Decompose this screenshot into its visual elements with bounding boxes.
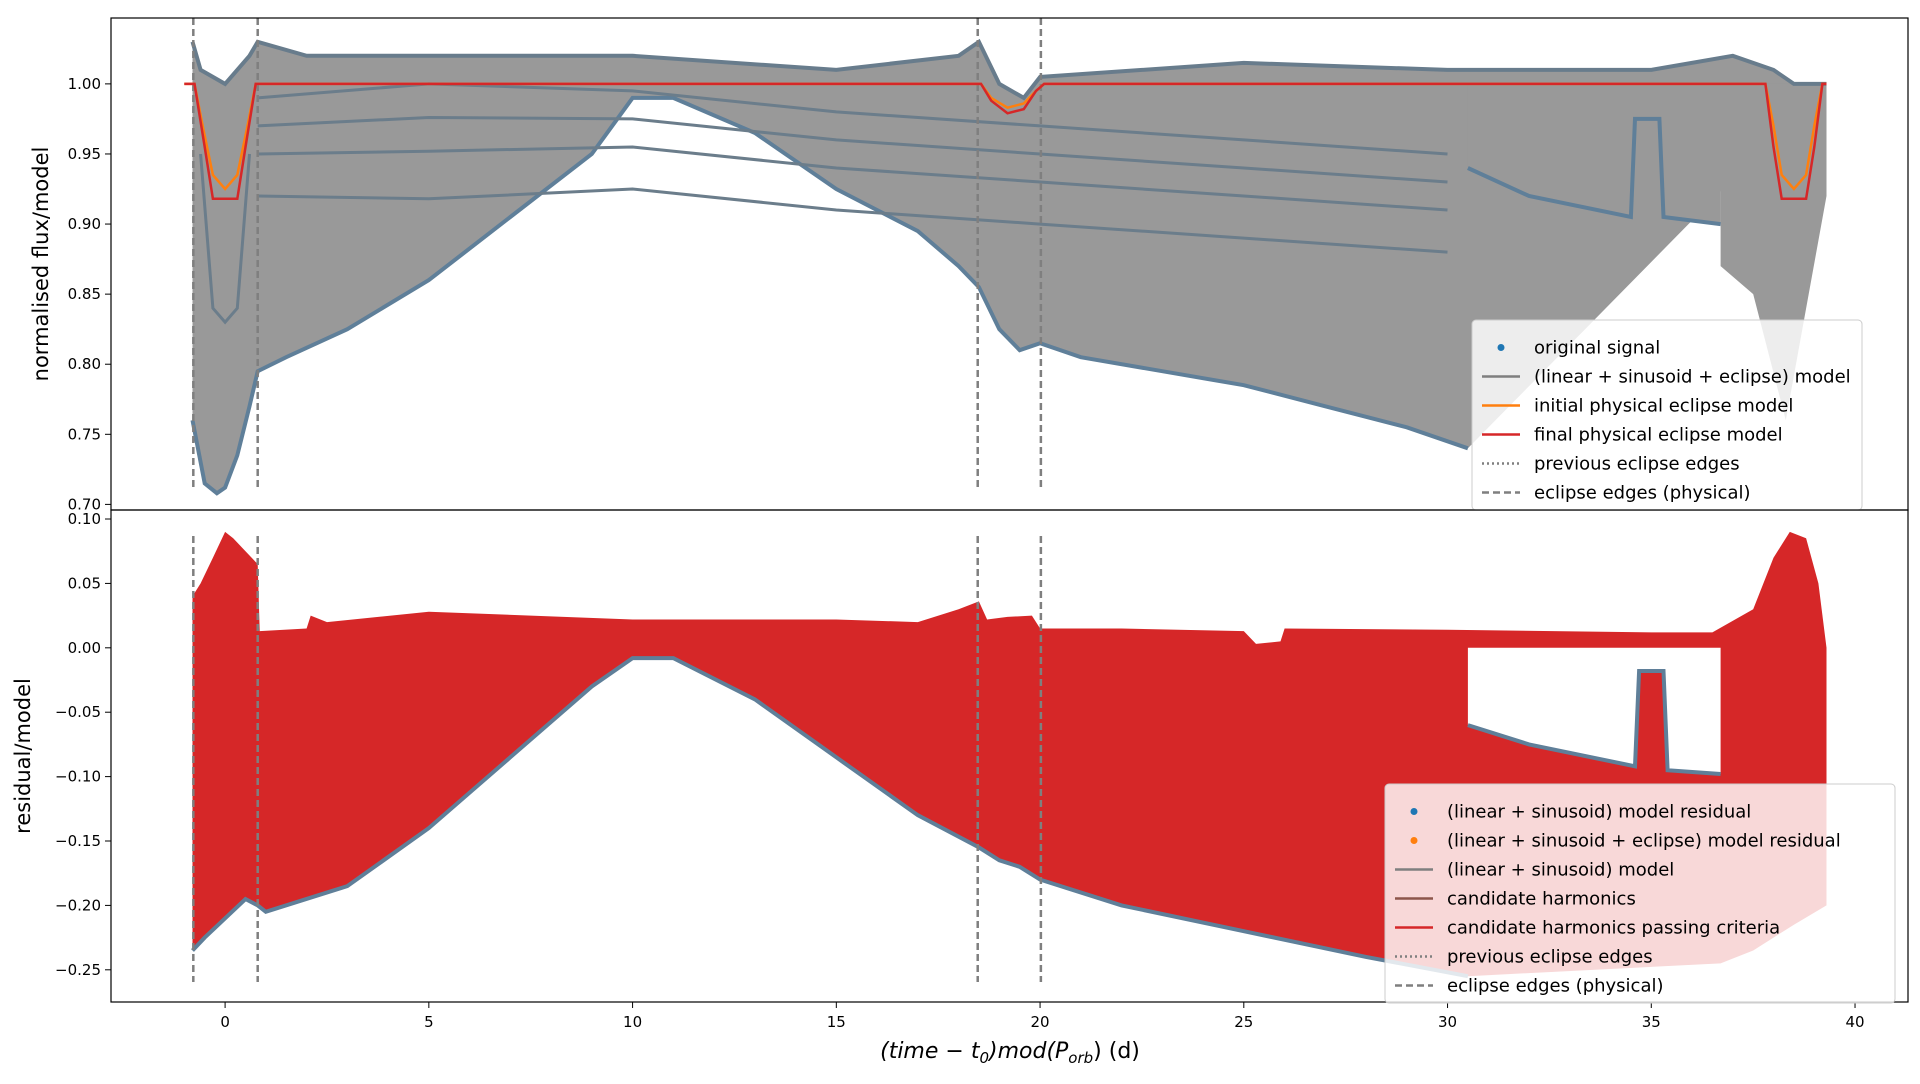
xlabel-part-3: ) (d) xyxy=(1093,1039,1140,1064)
flux-strand xyxy=(257,187,1448,254)
x-tick-label: 15 xyxy=(827,1013,846,1031)
bottom-frame xyxy=(110,509,1909,1003)
y-tick-label: 0.05 xyxy=(68,574,101,592)
legend-label: initial physical eclipse model xyxy=(1534,396,1793,417)
legend-label: (linear + sinusoid) model residual xyxy=(1447,802,1751,823)
y-tick-label: 0.10 xyxy=(68,510,101,528)
x-tick-label: 5 xyxy=(424,1013,434,1031)
x-tick-label: 0 xyxy=(220,1013,230,1031)
y-tick-label: 0.00 xyxy=(68,639,101,657)
y-tick-label: 0.75 xyxy=(68,425,101,443)
residual-lower-envelope-right xyxy=(1467,669,1721,776)
bottom-panel: −0.25 −0.20 −0.15 −0.10 −0.05 0.00 0.05 0.10 0 5… xyxy=(11,509,1909,1031)
legend-label: previous eclipse edges xyxy=(1534,454,1740,475)
y-tick-label: −0.20 xyxy=(55,896,101,914)
flux-lower-envelope xyxy=(190,95,1469,496)
legend-label: (linear + sinusoid + eclipse) model xyxy=(1534,367,1851,388)
flux-strand xyxy=(257,115,1448,184)
bottom-ylabel: residual/model xyxy=(11,678,35,834)
legend-label: (linear + sinusoid) model xyxy=(1447,860,1674,881)
top-panel: 0.70 0.75 0.80 0.85 0.90 0.95 1.00 normalised … xyxy=(29,17,1909,513)
bottom-yticks: −0.25 −0.20 −0.15 −0.10 −0.05 0.00 0.05 0.10 xyxy=(55,510,111,979)
y-tick-label: 0.95 xyxy=(68,145,101,163)
top-ylabel: normalised flux/model xyxy=(29,147,53,382)
y-tick-label: 0.85 xyxy=(68,285,101,303)
xlabel-part-2: )mod(P xyxy=(987,1039,1069,1064)
x-tick-label: 40 xyxy=(1845,1013,1864,1031)
y-tick-label: 0.80 xyxy=(68,355,101,373)
initial-eclipse-model-line xyxy=(184,82,1827,191)
legend-marker xyxy=(1410,837,1418,844)
flux-strand xyxy=(199,153,251,325)
flux-strand xyxy=(257,145,1448,212)
x-tick-label: 20 xyxy=(1031,1013,1050,1031)
bottom-legend: (linear + sinusoid) model residual (linea… xyxy=(1384,783,1896,1004)
legend-label: candidate harmonics xyxy=(1447,889,1636,910)
legend-box xyxy=(1384,783,1896,1004)
xlabel-sub-0: 0 xyxy=(979,1049,989,1067)
y-tick-label: 1.00 xyxy=(68,75,101,93)
legend-label: candidate harmonics passing criteria xyxy=(1447,918,1780,939)
legend-marker xyxy=(1410,808,1418,815)
top-legend: original signal (linear + sinusoid + ecli… xyxy=(1471,319,1863,511)
flux-fill-band xyxy=(192,41,1827,494)
y-tick-label: −0.05 xyxy=(55,703,101,721)
legend-label: original signal xyxy=(1534,338,1660,359)
residual-gap-band xyxy=(1467,647,1721,774)
y-tick-label: 0.70 xyxy=(68,495,101,513)
xlabel-sub-1: orb xyxy=(1068,1049,1093,1067)
legend-label: previous eclipse edges xyxy=(1447,947,1653,968)
flux-lower-envelope-right xyxy=(1467,116,1721,227)
y-tick-label: −0.15 xyxy=(55,832,101,850)
x-tick-label: 35 xyxy=(1642,1013,1661,1031)
bottom-xticks: 0 5 10 15 20 25 30 35 40 xyxy=(220,1002,1865,1031)
y-tick-label: 0.90 xyxy=(68,215,101,233)
y-tick-label: −0.10 xyxy=(55,768,101,786)
top-yticks: 0.70 0.75 0.80 0.85 0.90 0.95 1.00 xyxy=(68,75,111,513)
final-eclipse-model-line xyxy=(184,82,1827,201)
legend-label: eclipse edges (physical) xyxy=(1534,483,1751,504)
x-tick-label: 10 xyxy=(623,1013,642,1031)
x-tick-label: 30 xyxy=(1438,1013,1457,1031)
x-axis-label: (time − t0)mod(Porb) (d) xyxy=(880,1039,1140,1067)
residual-lower-envelope xyxy=(191,656,1469,979)
x-tick-label: 25 xyxy=(1234,1013,1253,1031)
legend-marker xyxy=(1497,344,1505,351)
xlabel-part-1: (time − t xyxy=(880,1039,981,1064)
legend-label: (linear + sinusoid + eclipse) model resi… xyxy=(1447,831,1841,852)
legend-label: final physical eclipse model xyxy=(1534,425,1783,446)
y-tick-label: −0.25 xyxy=(55,961,101,979)
flux-fill-band-right xyxy=(1467,83,1721,225)
legend-label: eclipse edges (physical) xyxy=(1447,976,1664,997)
